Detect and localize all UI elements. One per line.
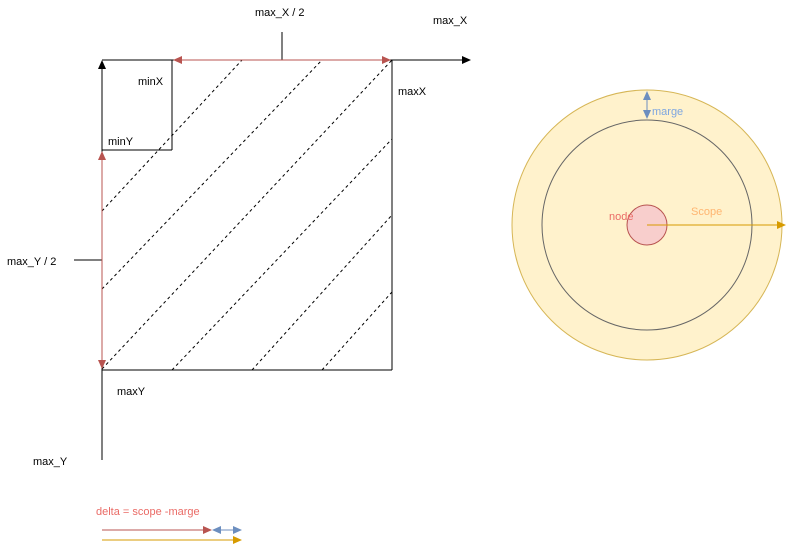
right-diagram: marge node Scope [511,89,786,361]
max-x-half-label: max_X / 2 [255,7,305,19]
marge-label: marge [652,106,683,118]
left-diagram: max_X / 2 max_X minX maxX minY max_Y / 2… [7,7,471,468]
delta-formula-label: delta = scope -marge [96,506,200,518]
hatch-line [251,214,393,371]
hatch-line [321,291,393,371]
scope-label: Scope [691,206,722,218]
max-y-corner-label: maxY [117,386,146,398]
max-x-corner-label: maxX [398,86,427,98]
legend: delta = scope -marge [96,506,242,544]
hatch-line [101,59,323,290]
hatch-lines [101,59,393,371]
node-label: node [609,211,633,223]
max-y-half-label: max_Y / 2 [7,256,56,268]
min-x-label: minX [138,76,164,88]
max-x-label: max_X [433,15,468,27]
hatch-line [101,59,243,212]
min-y-label: minY [108,136,134,148]
hatch-line [171,138,393,371]
hatch-line [101,59,393,370]
max-y-label: max_Y [33,456,68,468]
